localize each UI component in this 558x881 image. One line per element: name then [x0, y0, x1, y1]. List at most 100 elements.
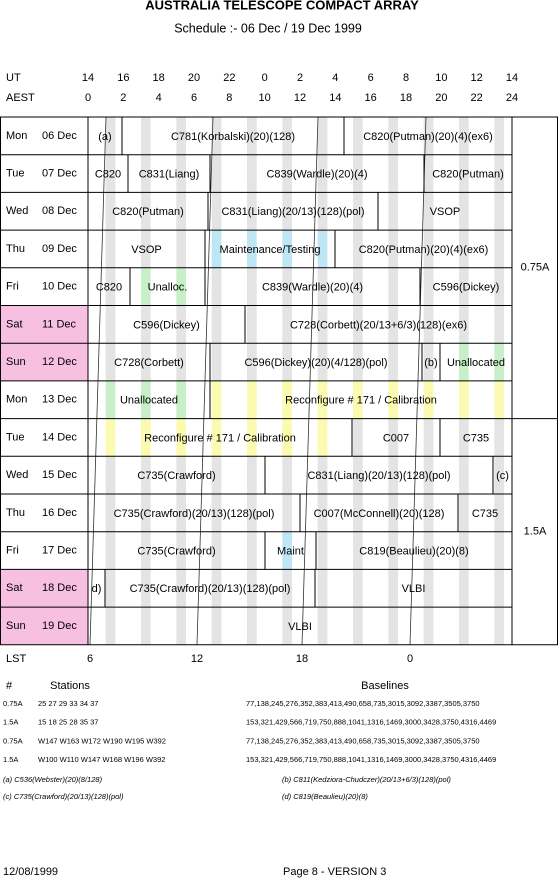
block-label: Unalloc. [148, 282, 188, 294]
block-label: C735(Crawford)(20/13)(128)(pol) [130, 583, 291, 595]
block-label: (b) [424, 357, 437, 369]
ut-tick: 20 [188, 72, 200, 84]
time-stripe [176, 230, 187, 268]
time-stripe [211, 343, 222, 381]
block-label: C820(Putman) [432, 168, 504, 180]
date: 08 Dec [42, 205, 77, 217]
time-stripe [282, 569, 293, 608]
block-label: VLBI [288, 621, 312, 633]
time-stripe [282, 494, 293, 532]
day: Fri [6, 281, 19, 293]
time-stripe [459, 418, 469, 457]
ut-tick: 14 [506, 72, 518, 84]
time-stripe [388, 267, 399, 306]
ut-tick: 14 [82, 72, 94, 84]
time-stripe [176, 494, 187, 532]
block-label: C728(Corbett)(20/13+6/3)(128)(ex6) [290, 319, 467, 331]
time-stripe [353, 531, 363, 570]
day: Tue [6, 431, 25, 443]
time-stripe [282, 305, 293, 344]
time-stripe [423, 569, 434, 608]
time-stripe [494, 343, 505, 381]
block-label: C831(Liang)(20/13)(128)(pol) [307, 470, 450, 482]
time-stripe [317, 569, 328, 608]
day: Sun [6, 620, 26, 632]
weekend-cell [0, 343, 88, 381]
time-stripe [105, 380, 116, 419]
time-stripe [105, 154, 116, 193]
block-label: C735 [463, 432, 489, 444]
day: Wed [6, 205, 28, 217]
date: 10 Dec [42, 281, 77, 293]
block-label: C007 [383, 432, 409, 444]
time-stripe [494, 154, 505, 193]
block-label: (c) [496, 470, 509, 482]
time-stripe [459, 117, 469, 155]
note: (d) C819(Beaulieu)(20)(8) [282, 792, 368, 801]
time-stripe [247, 418, 257, 457]
time-stripe [141, 343, 151, 381]
time-stripe [459, 267, 469, 306]
block-label: C596(Dickey) [133, 319, 200, 331]
time-stripe [105, 343, 116, 381]
time-stripe [423, 380, 434, 419]
ut-tick: 12 [471, 72, 483, 84]
time-stripe [388, 305, 399, 344]
lst-label: LST [6, 653, 26, 665]
date: 13 Dec [42, 394, 77, 406]
note: (b) C811(Kedziora-Chudczer)(20/13+6/3)(1… [282, 775, 451, 784]
ut-tick: 4 [332, 72, 338, 84]
time-stripe [282, 456, 293, 494]
block-label: Reconfigure # 171 / Calibration [144, 432, 296, 444]
time-stripe [282, 531, 293, 570]
time-stripe [423, 230, 434, 268]
time-stripe [176, 456, 187, 494]
time-stripe [247, 154, 257, 193]
block-label: Maintenance/Testing [220, 244, 321, 256]
day: Thu [6, 243, 25, 255]
block-label: C735(Crawford) [137, 470, 215, 482]
table-cell: 153,321,429,566,719,750,888,1041,1316,14… [246, 755, 496, 764]
time-stripe [211, 230, 222, 268]
aest-tick: 20 [435, 92, 447, 104]
time-stripe [388, 192, 399, 231]
date: 16 Dec [42, 507, 77, 519]
time-stripe [105, 607, 116, 645]
time-stripe [423, 117, 434, 155]
time-stripe [423, 192, 434, 231]
block-label: C596(Dickey) [433, 282, 500, 294]
time-stripe [211, 531, 222, 570]
time-stripe [317, 192, 328, 231]
block-label: d) [92, 583, 102, 595]
time-stripe [317, 607, 328, 645]
time-stripe [247, 230, 257, 268]
block-label: C820(Putman)(20)(4)(ex6) [363, 131, 493, 143]
ut-tick: 2 [297, 72, 303, 84]
time-stripe [176, 531, 187, 570]
block-label: C728(Corbett) [114, 357, 184, 369]
time-stripe [388, 343, 399, 381]
time-stripe [141, 117, 151, 155]
time-stripe [176, 607, 187, 645]
time-stripe [353, 418, 363, 457]
time-stripe [353, 607, 363, 645]
ut-tick: 0 [262, 72, 268, 84]
time-stripe [317, 418, 328, 457]
aest-tick: 0 [85, 92, 91, 104]
time-stripe [317, 117, 328, 155]
time-stripe [353, 117, 363, 155]
block-label: VSOP [430, 206, 461, 218]
aest-tick: 12 [294, 92, 306, 104]
day: Thu [6, 507, 25, 519]
config: 0.75A [521, 262, 550, 274]
time-stripe [494, 117, 505, 155]
block-label: C820(Putman)(20)(4)(ex6) [359, 244, 489, 256]
footer-date: 12/08/1999 [3, 866, 58, 878]
time-stripe [317, 230, 328, 268]
time-stripe [141, 607, 151, 645]
time-stripe [317, 456, 328, 494]
time-stripe [459, 192, 469, 231]
time-stripe [247, 569, 257, 608]
date: 18 Dec [42, 582, 77, 594]
table-cell: W100 W110 W147 W168 W196 W392 [38, 755, 165, 764]
